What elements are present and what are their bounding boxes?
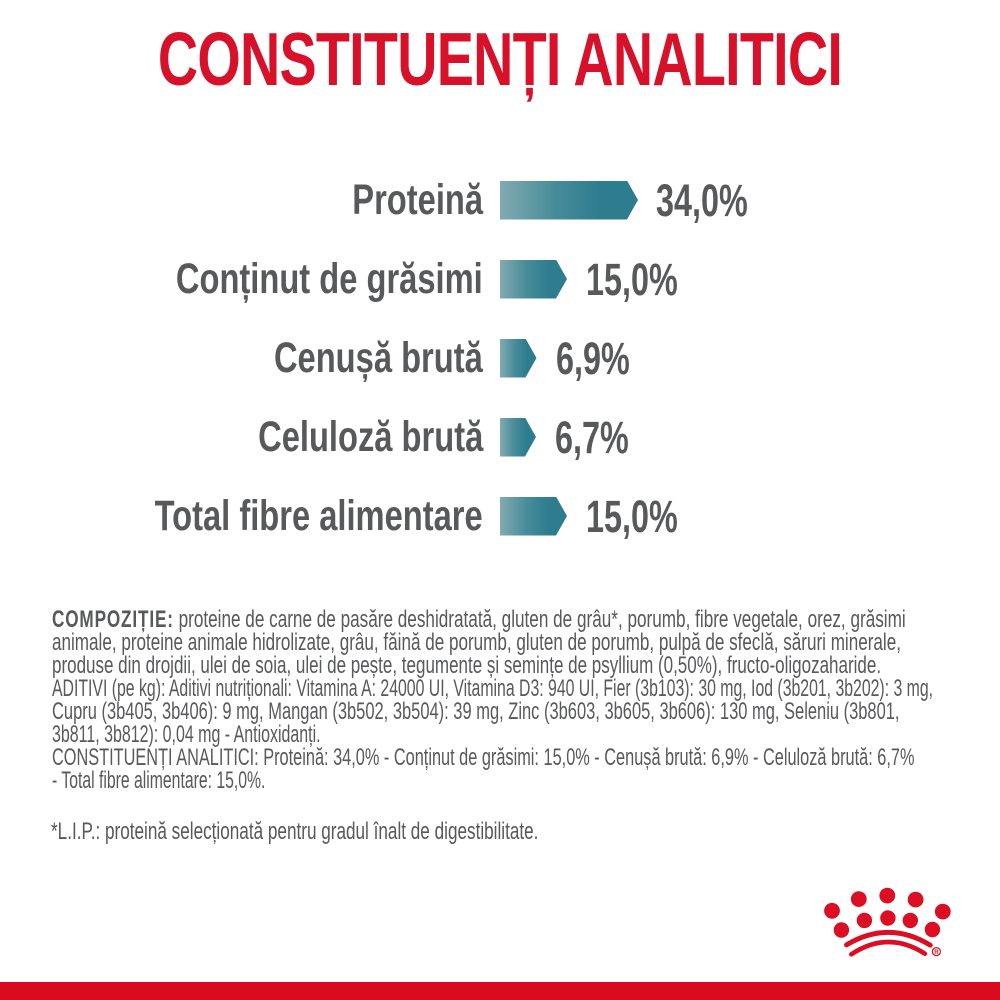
svg-text:R: R bbox=[934, 950, 939, 956]
